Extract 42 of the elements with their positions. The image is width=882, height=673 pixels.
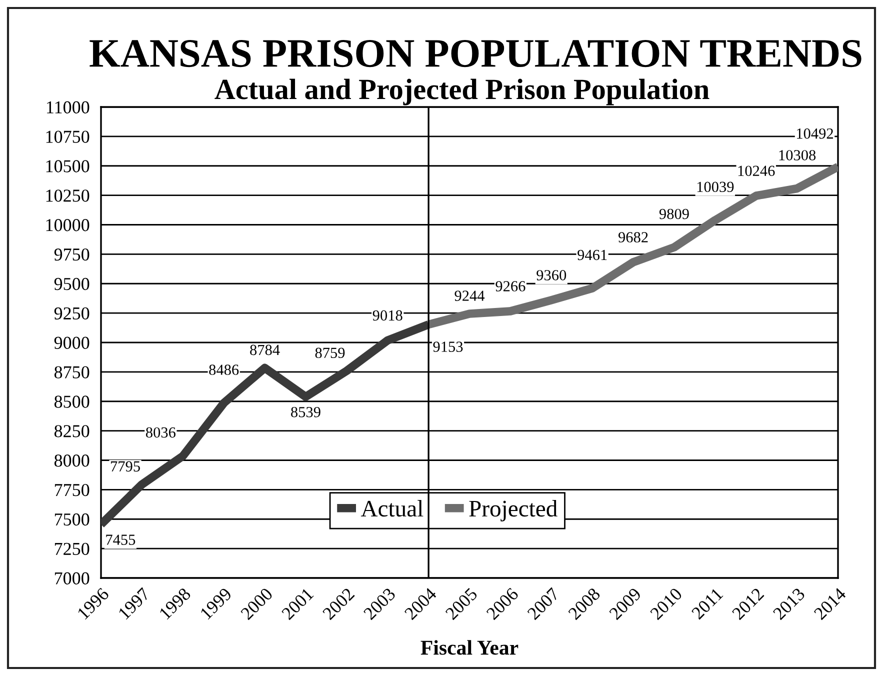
y-tick-label: 8000: [54, 454, 90, 467]
chart-subtitle: Actual and Projected Prison Population: [214, 78, 710, 106]
y-tick-label: 10500: [46, 160, 90, 172]
data-label: 9018: [372, 310, 402, 321]
y-tick-label: 7000: [54, 572, 90, 584]
legend-label: Projected: [469, 500, 558, 522]
legend-label: Actual: [360, 500, 424, 517]
data-label: 10308: [779, 150, 816, 160]
y-tick-label: 9250: [54, 307, 90, 320]
data-label: 9244: [454, 290, 485, 301]
data-label: 8784: [250, 344, 280, 356]
y-tick-label: 8750: [54, 366, 90, 378]
y-tick-label: 9750: [54, 248, 90, 261]
y-tick-label: 10250: [46, 190, 90, 202]
y-tick-label: 7750: [54, 484, 90, 496]
y-tick-label: 7500: [54, 513, 90, 526]
x-tick-label: 2011: [691, 587, 724, 620]
data-label: 8539: [291, 406, 320, 418]
y-tick-label: 10750: [46, 130, 90, 143]
y-tick-label: 9500: [54, 278, 90, 290]
data-label: 10246: [738, 166, 775, 176]
data-label: 9682: [618, 232, 648, 242]
y-tick-label: 8500: [54, 396, 90, 408]
y-tick-label: 10000: [46, 219, 90, 232]
data-label: 8036: [146, 427, 176, 438]
y-tick-label: 9000: [54, 336, 90, 349]
x-axis-title: Fiscal Year: [420, 640, 518, 655]
data-label: 9360: [536, 270, 566, 280]
y-tick-label: 7250: [54, 542, 90, 556]
data-label: 9153: [433, 342, 463, 352]
data-label: 10039: [697, 182, 734, 192]
chart-title: KANSAS PRISON POPULATION TRENDS: [90, 40, 862, 68]
y-tick-label: 11000: [47, 101, 90, 114]
data-label: 10492: [796, 128, 833, 139]
data-label: 8486: [209, 364, 239, 375]
data-label: 8759: [315, 348, 345, 358]
data-label: 9461: [578, 250, 607, 260]
data-label: 9809: [659, 208, 689, 220]
data-label: 7455: [106, 534, 136, 545]
data-label: 7795: [111, 461, 140, 472]
data-label: 9266: [496, 281, 526, 292]
y-tick-label: 8250: [54, 425, 90, 438]
